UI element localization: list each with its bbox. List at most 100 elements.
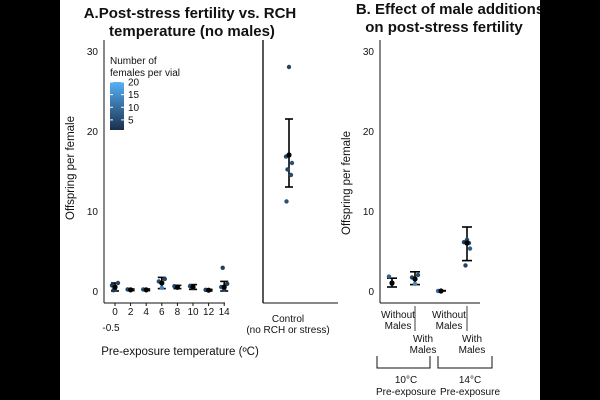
panel-b-xlabel-0-0: Without (381, 310, 415, 321)
panel-a-xtick-4: 4 (143, 307, 149, 318)
panel-a-xtick-12: 12 (203, 307, 215, 318)
legend-level-5: 5 (128, 115, 134, 126)
panel-a-group-point-0-2 (115, 280, 121, 286)
panel-b-group-point-0-1 (386, 274, 392, 279)
bracket-14c (437, 356, 493, 369)
panel-b-xlabel-1-0: With (413, 334, 433, 345)
panel-a-x-minor-label: -0.5 (102, 323, 120, 334)
panel-a-control-label-1: Control (272, 314, 304, 325)
legend-colorbar (110, 82, 124, 130)
panel-a-xtick-6: 6 (159, 307, 165, 318)
panel-b-xlabel-2-1: Males (436, 321, 463, 332)
figure-svg: A.Post-stress fertility vs. RCH temperat… (65, 1, 544, 398)
panel-a-control-point-control-0 (286, 64, 292, 70)
bracket-14c-label-1: 14°C (459, 375, 481, 386)
panel-b-group-1 (409, 270, 421, 286)
panel-a-group-point-3-2 (162, 276, 167, 282)
panel-b-x-axis: WithoutMalesWithMalesWithoutMalesWithMal… (376, 302, 500, 398)
panel-b-group-2 (435, 288, 446, 294)
panel-a-xtick-2: 2 (128, 307, 134, 318)
bracket-10c-label-1: 10°C (395, 375, 417, 386)
panel-a-group-point-3-0 (159, 285, 164, 290)
panel-a-ytick-30: 30 (87, 47, 99, 58)
panel-b-group-point-3-3 (463, 263, 468, 268)
panel-a-control-point-control-3 (285, 167, 290, 172)
panel-b-group-point-3-2 (467, 246, 473, 251)
panel-b-title-line1: B. Effect of male additions (356, 1, 540, 18)
panel-a-x-axis: 0 2 4 6 8 10 12 14 -0.5 Control (no RCH or stre… (101, 40, 338, 358)
panel-a-group-6 (203, 287, 213, 293)
panel-a-group-mean-7 (221, 284, 227, 290)
bracket-10c-label-2: Pre-exposure (376, 387, 436, 398)
panel-a-group-mean-2 (143, 287, 149, 293)
panel-a-group-0 (109, 280, 121, 293)
panel-b-group-3 (461, 226, 473, 268)
panel-b-y-label: Offspring per female (341, 131, 353, 235)
panel-a-group-3 (156, 276, 167, 290)
panel-b: B. Effect of male additions on post-stre… (341, 1, 544, 398)
panel-a-ytick-0: 0 (92, 287, 98, 298)
panel-b-x-labels: WithoutMalesWithMalesWithoutMalesWithMal… (381, 306, 485, 356)
panel-b-ytick-0: 0 (368, 287, 374, 298)
panel-b-marks (386, 226, 473, 294)
figure-panel: A.Post-stress fertility vs. RCH temperat… (60, 0, 544, 400)
panel-b-group-mean-0 (389, 280, 395, 286)
panel-a: A.Post-stress fertility vs. RCH temperat… (65, 5, 338, 358)
panel-b-xlabel-3-1: Males (459, 345, 486, 356)
legend-level-15: 15 (128, 90, 140, 101)
panel-b-xlabel-2-0: Without (432, 310, 466, 321)
panel-b-group-point-1-2 (415, 272, 421, 278)
panel-a-x-label: Pre-exposure temperature (ºC) (101, 346, 259, 358)
legend-level-20: 20 (128, 78, 140, 89)
legend-level-10: 10 (128, 103, 140, 114)
panel-b-group-mean-2 (438, 288, 444, 294)
panel-a-x-ticks: 0 2 4 6 8 10 12 14 (112, 303, 230, 318)
panel-a-xtick-10: 10 (187, 307, 199, 318)
panel-a-group-7 (219, 265, 230, 292)
panel-a-control-label-2: (no RCH or stress) (246, 325, 329, 336)
panel-a-group-mean-0 (112, 284, 118, 290)
panel-b-xlabel-3-0: With (462, 334, 482, 345)
panel-b-ytick-10: 10 (363, 207, 375, 218)
panel-a-group-4 (172, 284, 182, 290)
panel-a-group-mean-6 (206, 287, 212, 293)
panel-a-group-mean-4 (174, 284, 180, 290)
legend-title-line2: females per vial (110, 68, 180, 79)
panel-a-xtick-8: 8 (175, 307, 181, 318)
panel-b-ytick-30: 30 (363, 47, 375, 58)
panel-b-ytick-20: 20 (363, 127, 375, 138)
panel-a-control-mean-control (286, 152, 292, 158)
panel-a-group-mean-5 (190, 284, 196, 290)
panel-a-group-mean-1 (128, 287, 134, 293)
panel-a-group-5 (187, 283, 197, 291)
legend-title-line1: Number of (110, 56, 157, 67)
panel-b-group-0 (386, 274, 397, 288)
panel-a-group-point-7-3 (220, 265, 225, 270)
panel-b-y-axis: 0 10 20 30 Offspring per female (341, 40, 381, 303)
panel-a-marks (109, 64, 295, 293)
panel-a-control-point-control-5 (284, 199, 289, 204)
panel-a-title-line2: temperature (no males) (109, 23, 275, 40)
panel-a-xtick-14: 14 (219, 307, 231, 318)
panel-b-xlabel-0-1: Males (385, 321, 412, 332)
panel-a-control-control (283, 64, 295, 204)
panel-a-y-label: Offspring per female (65, 116, 77, 220)
panel-a-title-line1: A.Post-stress fertility vs. RCH (84, 5, 297, 22)
panel-b-xlabel-1-1: Males (410, 345, 437, 356)
panel-b-group-mean-3 (464, 240, 470, 246)
panel-a-control-point-control-4 (288, 172, 294, 178)
panel-a-group-2 (141, 287, 151, 293)
panel-b-group-point-1-0 (412, 281, 418, 286)
panel-a-group-1 (125, 287, 135, 293)
bracket-14c-label-2: Pre-exposure (440, 387, 500, 398)
panel-b-group-mean-1 (412, 276, 418, 282)
panel-a-group-point-7-2 (225, 281, 230, 286)
panel-a-control-point-control-2 (289, 160, 295, 166)
panel-a-group-mean-3 (159, 280, 165, 286)
panel-a-ytick-20: 20 (87, 127, 99, 138)
panel-a-ytick-10: 10 (87, 207, 99, 218)
panel-a-y-axis: 0 10 20 30 Offspring per female (65, 40, 105, 303)
panel-a-xtick-0: 0 (112, 307, 118, 318)
